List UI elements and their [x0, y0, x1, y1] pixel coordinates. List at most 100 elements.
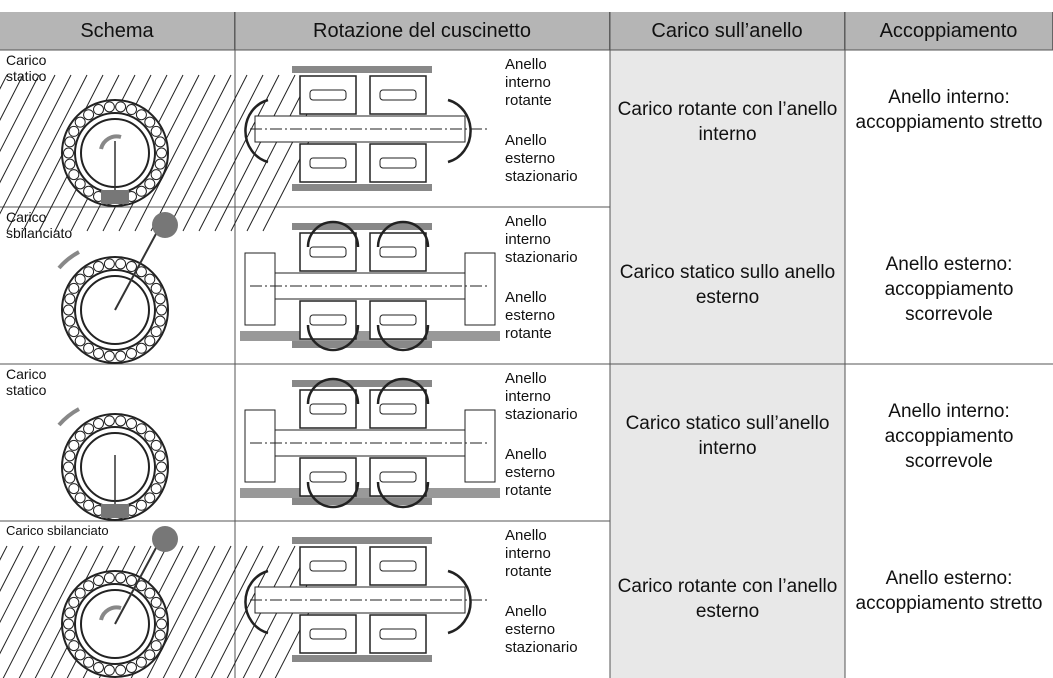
ball — [74, 649, 86, 661]
support — [244, 409, 276, 483]
ball — [144, 335, 156, 347]
ball — [115, 258, 127, 270]
rotation-label: Anello interno rotante — [505, 527, 552, 580]
ball — [144, 649, 156, 661]
ball — [103, 350, 115, 362]
ball — [103, 101, 115, 113]
bearing-diagram — [0, 74, 315, 232]
rotation-arrow — [99, 134, 122, 150]
weight — [101, 504, 129, 518]
ball — [74, 492, 86, 504]
rotation-arrow — [244, 98, 269, 164]
header-cell: Carico sull’anello — [610, 12, 845, 50]
ball — [125, 661, 137, 673]
ball — [68, 439, 80, 451]
ball — [156, 618, 167, 630]
roller — [309, 157, 347, 169]
rotation-diagram — [244, 537, 490, 662]
ball — [125, 575, 137, 587]
rotation-label: Anello esterno stazionario — [505, 132, 578, 185]
ball — [144, 273, 156, 285]
ball — [64, 472, 76, 484]
ball — [144, 178, 156, 190]
line — [182, 74, 264, 232]
line — [6, 74, 88, 232]
ball — [154, 472, 166, 484]
ball — [83, 185, 95, 197]
line — [0, 232, 39, 388]
header-cell: Rotazione del cuscinetto — [235, 12, 610, 50]
ball — [154, 136, 166, 148]
schema-label: Carico sbilanciato — [6, 523, 109, 538]
line — [6, 545, 88, 678]
ball — [74, 335, 86, 347]
ball — [154, 158, 166, 170]
mask — [0, 522, 3, 523]
ball — [74, 178, 86, 190]
line — [0, 74, 56, 232]
fit-text: Anello esterno: accoppiamento stretto — [855, 568, 1043, 614]
ball — [144, 492, 156, 504]
ball — [144, 587, 156, 599]
roller — [379, 157, 417, 169]
line — [150, 545, 232, 678]
line — [134, 545, 216, 678]
ball — [83, 342, 95, 354]
ball — [135, 656, 147, 668]
line — [0, 545, 24, 678]
ball — [115, 572, 127, 584]
line — [0, 389, 23, 545]
rotation-arrow — [376, 220, 430, 248]
ball — [150, 282, 162, 294]
roller — [379, 314, 417, 326]
line — [134, 74, 216, 232]
line — [0, 232, 55, 388]
roller — [379, 628, 417, 640]
ball — [64, 450, 76, 462]
line — [0, 545, 8, 678]
rotation-arrow — [376, 481, 430, 509]
housing — [292, 66, 432, 73]
ball — [135, 185, 147, 197]
circle — [74, 269, 156, 351]
ball — [68, 483, 80, 495]
ball — [68, 596, 80, 608]
rotation-arrow — [99, 605, 122, 621]
schema-label: Carico statico — [6, 52, 47, 84]
ball — [83, 109, 95, 121]
ball — [156, 147, 167, 159]
ball — [125, 104, 137, 116]
ball — [63, 618, 74, 630]
ball — [144, 430, 156, 442]
support — [244, 252, 276, 326]
ball — [150, 596, 162, 608]
ball — [154, 607, 166, 619]
hatching — [0, 389, 149, 545]
rotation-arrow — [376, 324, 430, 352]
ball — [83, 499, 95, 511]
ball — [150, 439, 162, 451]
line — [0, 232, 7, 388]
ball — [154, 629, 166, 641]
hatching — [0, 74, 315, 232]
roller — [309, 89, 347, 101]
ball — [150, 326, 162, 338]
ball — [144, 116, 156, 128]
ball — [68, 326, 80, 338]
ball — [64, 293, 76, 305]
ball — [125, 418, 137, 430]
line — [230, 74, 312, 232]
ball — [154, 315, 166, 327]
roller — [379, 560, 417, 572]
load-text: Carico statico sull’anello interno — [625, 413, 830, 459]
line — [198, 74, 280, 232]
line — [0, 389, 7, 545]
ball — [135, 423, 147, 435]
ball — [156, 461, 167, 473]
rotation-arrow — [447, 569, 472, 635]
ball — [93, 418, 105, 430]
ball — [125, 347, 137, 359]
ball — [150, 169, 162, 181]
weight — [101, 190, 129, 204]
fit-text: Anello interno: accoppiamento scorrevole — [884, 401, 1014, 472]
